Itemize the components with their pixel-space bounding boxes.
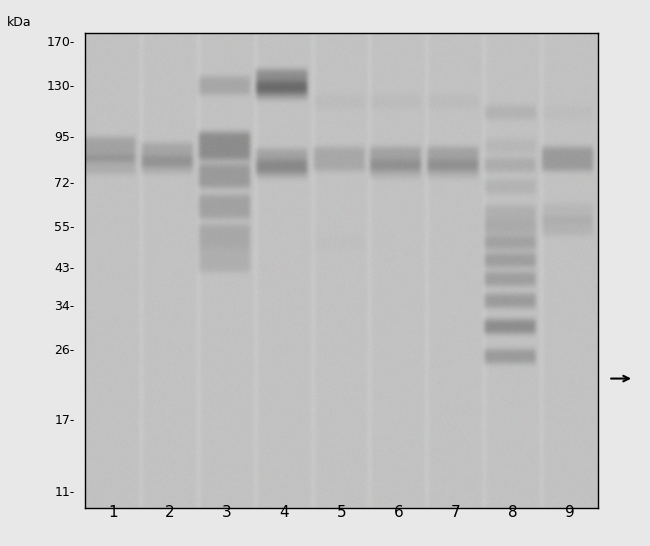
Text: 3: 3	[222, 505, 232, 520]
Text: 130-: 130-	[47, 80, 75, 93]
Text: 43-: 43-	[55, 262, 75, 275]
Text: 1: 1	[108, 505, 118, 520]
Text: 8: 8	[508, 505, 517, 520]
Text: 4: 4	[280, 505, 289, 520]
Text: 55-: 55-	[54, 221, 75, 234]
Text: 7: 7	[450, 505, 460, 520]
Text: 170-: 170-	[46, 35, 75, 49]
Text: kDa: kDa	[6, 16, 31, 29]
Text: 95-: 95-	[55, 131, 75, 144]
Text: 9: 9	[565, 505, 575, 520]
Text: 11-: 11-	[55, 485, 75, 498]
Text: 5: 5	[337, 505, 346, 520]
Text: 2: 2	[165, 505, 175, 520]
Text: 72-: 72-	[55, 177, 75, 190]
Text: 34-: 34-	[55, 300, 75, 313]
Text: 6: 6	[393, 505, 403, 520]
Text: 17-: 17-	[55, 414, 75, 427]
Text: 26-: 26-	[55, 344, 75, 357]
